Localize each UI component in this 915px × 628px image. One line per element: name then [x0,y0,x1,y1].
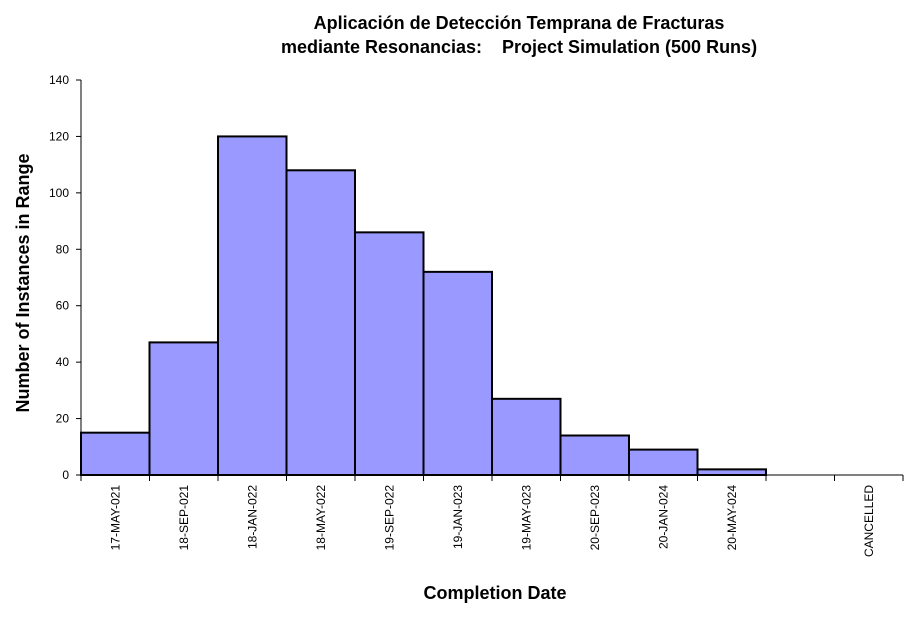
histogram-bar [422,270,493,476]
x-tick-label: 19-MAY-023 [519,485,533,551]
y-tick-label: 120 [49,129,69,143]
x-tick-label: 19-SEP-022 [382,485,396,551]
y-axis-title: Number of Instances in Range [13,153,33,412]
y-tick-label: 100 [49,186,69,200]
histogram-bar [217,135,288,477]
x-tick-label: 18-SEP-021 [177,485,191,551]
histogram-bar [559,434,630,476]
chart-title-line-2: mediante Resonancias: Project Simulation… [281,37,757,57]
y-tick-label: 140 [49,73,69,87]
y-tick-label: 60 [56,299,70,313]
histogram-bar [491,397,562,477]
x-tick-label: 19-JAN-023 [451,485,465,549]
y-tick-label: 40 [56,355,70,369]
histogram-bar [696,468,767,477]
x-tick-label: 20-MAY-024 [725,485,739,551]
histogram-bar [354,231,425,476]
bars-group [80,135,767,477]
x-tick-label: 18-JAN-022 [245,485,259,549]
y-tick-label: 0 [62,468,69,482]
x-tick-label: 20-SEP-023 [588,485,602,551]
x-tick-label: CANCELLED [862,485,876,557]
x-tick-label: 20-JAN-024 [656,485,670,549]
x-axis-ticks: 17-MAY-021 18-SEP-021 18-JAN-022 18-MAY-022… [80,475,904,557]
histogram-bar [628,448,699,477]
histogram-bar [285,169,356,477]
y-tick-label: 80 [56,242,70,256]
x-tick-label: 17-MAY-021 [108,485,122,551]
histogram-bar [148,341,219,476]
histogram-bar [80,431,151,476]
y-tick-label: 20 [56,412,70,426]
x-tick-label: 18-MAY-022 [314,485,328,551]
x-axis-title: Completion Date [423,583,566,603]
chart-title-line-1: Aplicación de Detección Temprana de Frac… [314,13,725,33]
y-axis-ticks: 0 20 40 60 80 100 120 140 [49,73,81,482]
